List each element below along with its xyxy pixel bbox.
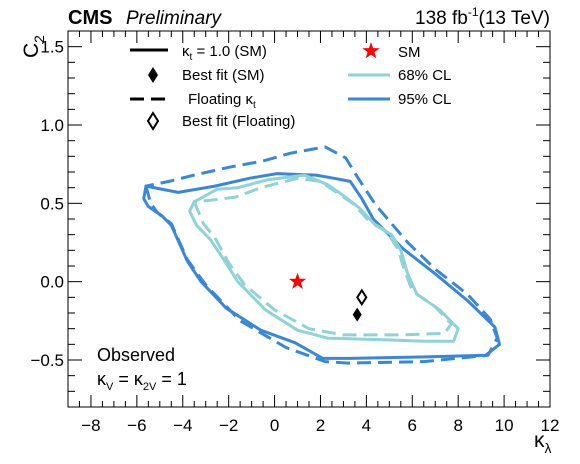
contour-68cl-sm — [188, 173, 460, 343]
legend-label-sm-kt: κt = 1.0 (SM) — [182, 43, 267, 63]
axis-ticks: −8 −6 −4 −2 0 2 4 6 8 10 12 −0.5 0.0 0.5 1.0 1.5 — [30, 30, 560, 435]
x-tick-label: −4 — [173, 416, 192, 435]
markers — [289, 272, 368, 322]
coupling-label: κV = κ2V = 1 — [97, 369, 187, 393]
legend-swatch-best-fit-sm — [148, 67, 158, 83]
legend-label-95cl: 95% CL — [398, 91, 451, 108]
y-tick-label: 0.0 — [40, 273, 64, 292]
sm-point-star — [289, 272, 307, 289]
legend-label-best-fit-sm: Best fit (SM) — [182, 67, 265, 84]
y-tick-label: 0.5 — [40, 194, 64, 213]
best-fit-sm-marker — [352, 307, 362, 322]
contour-68cl-floating — [192, 176, 453, 337]
contour-95cl-floating — [144, 145, 499, 365]
x-tick-label: 8 — [453, 416, 462, 435]
cms-label: CMS — [68, 7, 112, 29]
legend-label-best-fit-floating: Best fit (Floating) — [182, 113, 295, 130]
y-axis-title: C2 — [20, 35, 47, 58]
legend-label-floating-kt: Floating κt — [188, 91, 256, 111]
x-tick-label: −6 — [127, 416, 146, 435]
y-tick-label: 1.0 — [40, 116, 64, 135]
best-fit-floating-marker — [356, 288, 368, 307]
x-tick-label: 12 — [541, 416, 560, 435]
preliminary-label: Preliminary — [126, 8, 223, 29]
y-tick-label: 1.5 — [40, 38, 64, 57]
x-tick-label: 2 — [316, 416, 325, 435]
x-tick-label: 10 — [495, 416, 514, 435]
x-tick-label: −8 — [81, 416, 100, 435]
x-tick-label: 6 — [408, 416, 417, 435]
legend-label-sm: SM — [398, 44, 421, 61]
legend: κt = 1.0 (SM) Best fit (SM) Floating κt … — [130, 42, 451, 131]
x-axis-title: κλ — [534, 429, 552, 456]
luminosity-value: 138 fb — [415, 8, 468, 29]
observed-label: Observed — [97, 345, 175, 365]
x-tick-label: −2 — [219, 416, 238, 435]
x-tick-label: 4 — [362, 416, 371, 435]
legend-swatch-best-fit-floating — [146, 111, 160, 131]
contours — [142, 145, 501, 365]
legend-label-68cl: 68% CL — [398, 67, 451, 84]
x-tick-label: 0 — [270, 416, 279, 435]
luminosity-label: 138 fb-1(13 TeV) — [415, 5, 550, 29]
legend-swatch-sm-star — [362, 42, 380, 59]
energy-label: (13 TeV) — [479, 8, 550, 29]
luminosity-exponent: -1 — [468, 5, 479, 19]
y-tick-label: −0.5 — [30, 351, 64, 370]
